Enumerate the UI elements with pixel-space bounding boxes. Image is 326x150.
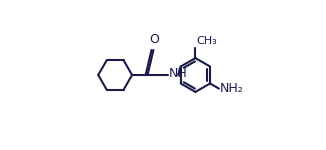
Text: NH₂: NH₂ (220, 82, 244, 95)
Text: NH: NH (169, 67, 188, 80)
Text: CH₃: CH₃ (196, 36, 217, 46)
Text: O: O (149, 33, 159, 46)
